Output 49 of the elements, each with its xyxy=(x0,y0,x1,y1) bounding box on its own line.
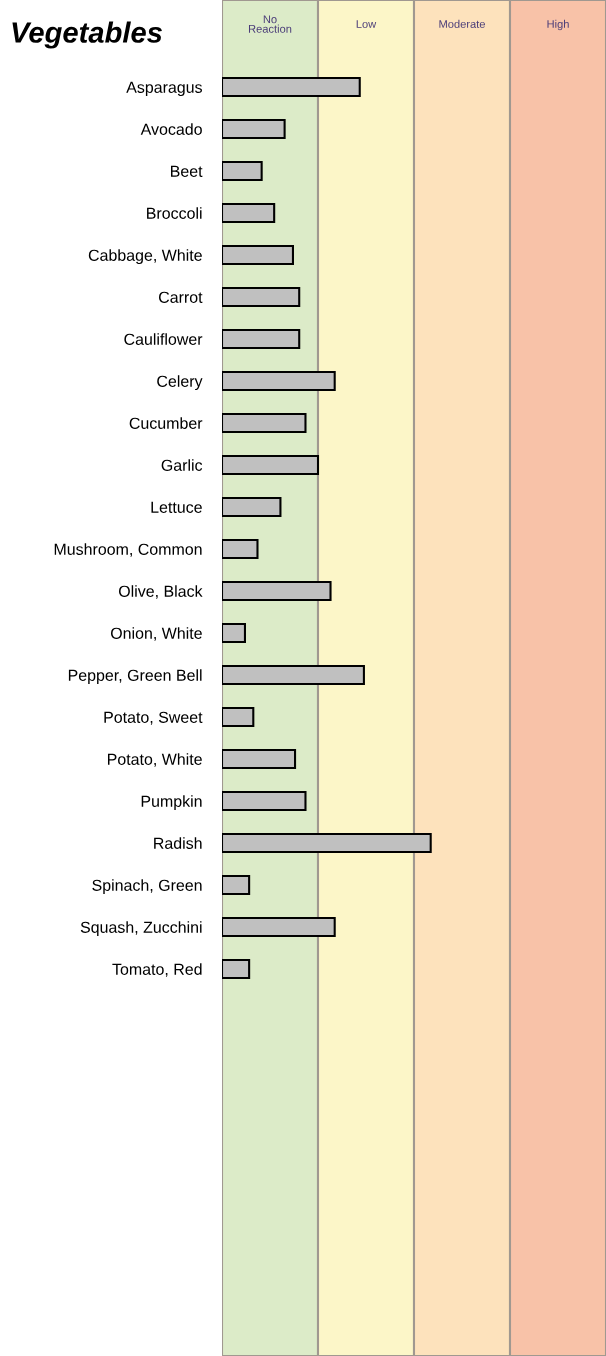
bar xyxy=(222,958,251,980)
y-tick-label: Potato, Sweet xyxy=(104,711,203,725)
y-tick-label: Pumpkin xyxy=(141,795,202,811)
y-tick-label: Radish xyxy=(154,837,202,849)
y-tick-label: Garlic xyxy=(161,459,203,471)
y-tick-label: Beet xyxy=(171,165,203,177)
y-tick-label: Potato, White xyxy=(107,753,202,767)
bar xyxy=(222,622,246,644)
bar xyxy=(222,706,255,728)
bar xyxy=(222,202,276,224)
y-tick-label: Lettuce xyxy=(151,501,202,513)
y-tick-label: Pepper, Green Bell xyxy=(68,669,202,685)
y-tick-label: Tomato, Red xyxy=(112,963,202,977)
band-label: High xyxy=(547,19,569,31)
bar xyxy=(222,412,307,434)
y-tick-label: Celery xyxy=(157,375,203,391)
bar xyxy=(222,790,307,812)
bar xyxy=(222,538,259,560)
band-label: Moderate xyxy=(439,19,485,28)
bar xyxy=(222,160,263,182)
bar xyxy=(222,370,336,392)
bar xyxy=(222,454,320,476)
y-tick-label: Carrot xyxy=(158,291,203,303)
bar xyxy=(222,244,294,266)
band-label: No Reaction xyxy=(248,15,292,33)
bar xyxy=(222,580,332,602)
y-tick-label: Avocado xyxy=(140,123,202,135)
y-tick-label: Cabbage, White xyxy=(88,249,202,265)
y-tick-label: Onion, White xyxy=(110,627,202,641)
bar xyxy=(222,328,301,350)
bar xyxy=(222,874,251,896)
y-tick-label: Cucumber xyxy=(129,417,203,429)
y-tick-label: Squash, Zucchini xyxy=(80,921,202,937)
y-tick-label: Olive, Black xyxy=(118,585,203,599)
bar xyxy=(222,496,282,518)
y-tick-label: Mushroom, Common xyxy=(54,543,202,557)
bar xyxy=(222,916,336,938)
y-tick-label: Spinach, Green xyxy=(92,879,202,895)
bar xyxy=(222,832,432,854)
y-tick-label: Broccoli xyxy=(147,207,202,219)
chart-title: Vegetables xyxy=(12,21,162,49)
bar xyxy=(222,286,301,308)
bar xyxy=(222,118,286,140)
y-tick-label: Asparagus xyxy=(126,81,202,97)
band-label: Low xyxy=(356,20,377,28)
y-tick-label: Cauliflower xyxy=(124,333,203,345)
bar xyxy=(222,76,361,98)
bar xyxy=(222,664,365,686)
bar xyxy=(222,748,297,770)
